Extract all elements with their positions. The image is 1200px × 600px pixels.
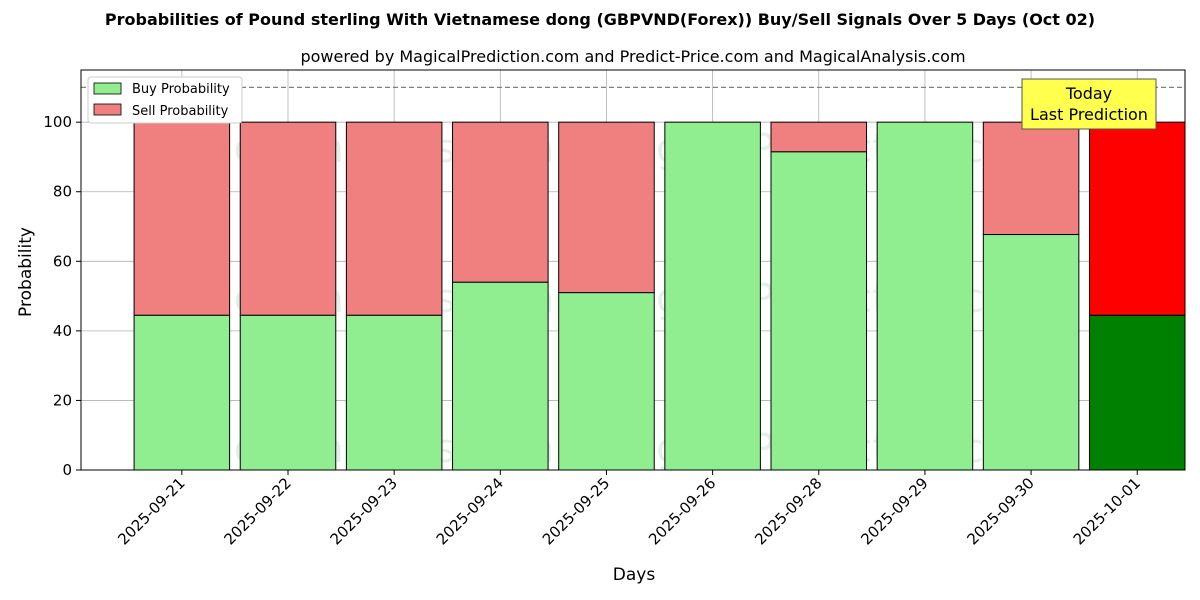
x-axis-label: Days	[613, 565, 656, 585]
legend-buy-swatch	[93, 82, 122, 95]
legend-box	[87, 76, 243, 124]
x-tick-label: 2025-09-23	[327, 474, 401, 548]
bar-buy	[558, 292, 655, 471]
bar-buy	[876, 121, 974, 471]
bar-sell	[239, 121, 337, 316]
y-axis-label: Probability	[16, 227, 36, 317]
y-tick-label: 100	[43, 113, 72, 131]
x-tick-label: 2025-09-28	[751, 474, 825, 548]
bar-sell	[770, 121, 868, 153]
bars	[133, 121, 1186, 471]
y-tick-label: 60	[53, 252, 72, 270]
x-tick-label: 2025-09-24	[433, 474, 507, 548]
x-ticks: 2025-09-21 2025-09-22 2025-09-23 2025-09-24…	[114, 470, 1144, 548]
legend-sell-swatch	[93, 103, 122, 116]
bar-buy	[664, 121, 761, 471]
x-tick-label: 2025-09-22	[220, 474, 294, 548]
y-tick-label: 80	[53, 183, 72, 201]
x-tick-label: 2025-10-01	[1070, 474, 1144, 548]
y-ticks: 0 20 40 60 80 100	[43, 113, 81, 479]
today-annotation-line1: Today	[1065, 84, 1112, 103]
legend: Buy Probability Sell Probability	[87, 76, 243, 124]
today-annotation-box	[1021, 78, 1157, 130]
x-tick-label: 2025-09-21	[114, 474, 188, 548]
bar-sell	[345, 121, 443, 316]
x-tick-label: 2025-09-26	[645, 474, 719, 548]
bar-sell	[452, 121, 549, 283]
legend-buy-label: Buy Probability	[132, 82, 230, 97]
y-tick-label: 20	[53, 391, 72, 409]
bar-buy	[345, 314, 443, 471]
chart-subtitle: powered by MagicalPrediction.com and Pre…	[300, 47, 965, 66]
bar-buy	[452, 281, 549, 471]
bar-buy	[133, 314, 231, 471]
bar-sell	[982, 121, 1080, 236]
y-tick-label: 40	[53, 322, 72, 340]
chart-title: Probabilities of Pound sterling With Vie…	[105, 10, 1095, 29]
bar-buy	[1088, 314, 1186, 471]
today-annotation: Today Last Prediction	[1021, 78, 1157, 130]
bar-buy	[770, 151, 868, 471]
bar-buy	[982, 234, 1080, 471]
legend-sell-label: Sell Probability	[132, 104, 229, 119]
x-tick-label: 2025-09-29	[857, 474, 931, 548]
plot-frame	[80, 69, 1186, 471]
x-tick-label: 2025-09-25	[539, 474, 613, 548]
bar-sell	[558, 121, 655, 294]
bar-sell	[1088, 121, 1186, 316]
bar-sell	[133, 121, 231, 316]
today-annotation-line2: Last Prediction	[1030, 105, 1148, 124]
bar-buy	[239, 314, 337, 471]
y-tick-label: 0	[62, 461, 72, 479]
x-tick-label: 2025-09-30	[964, 474, 1038, 548]
